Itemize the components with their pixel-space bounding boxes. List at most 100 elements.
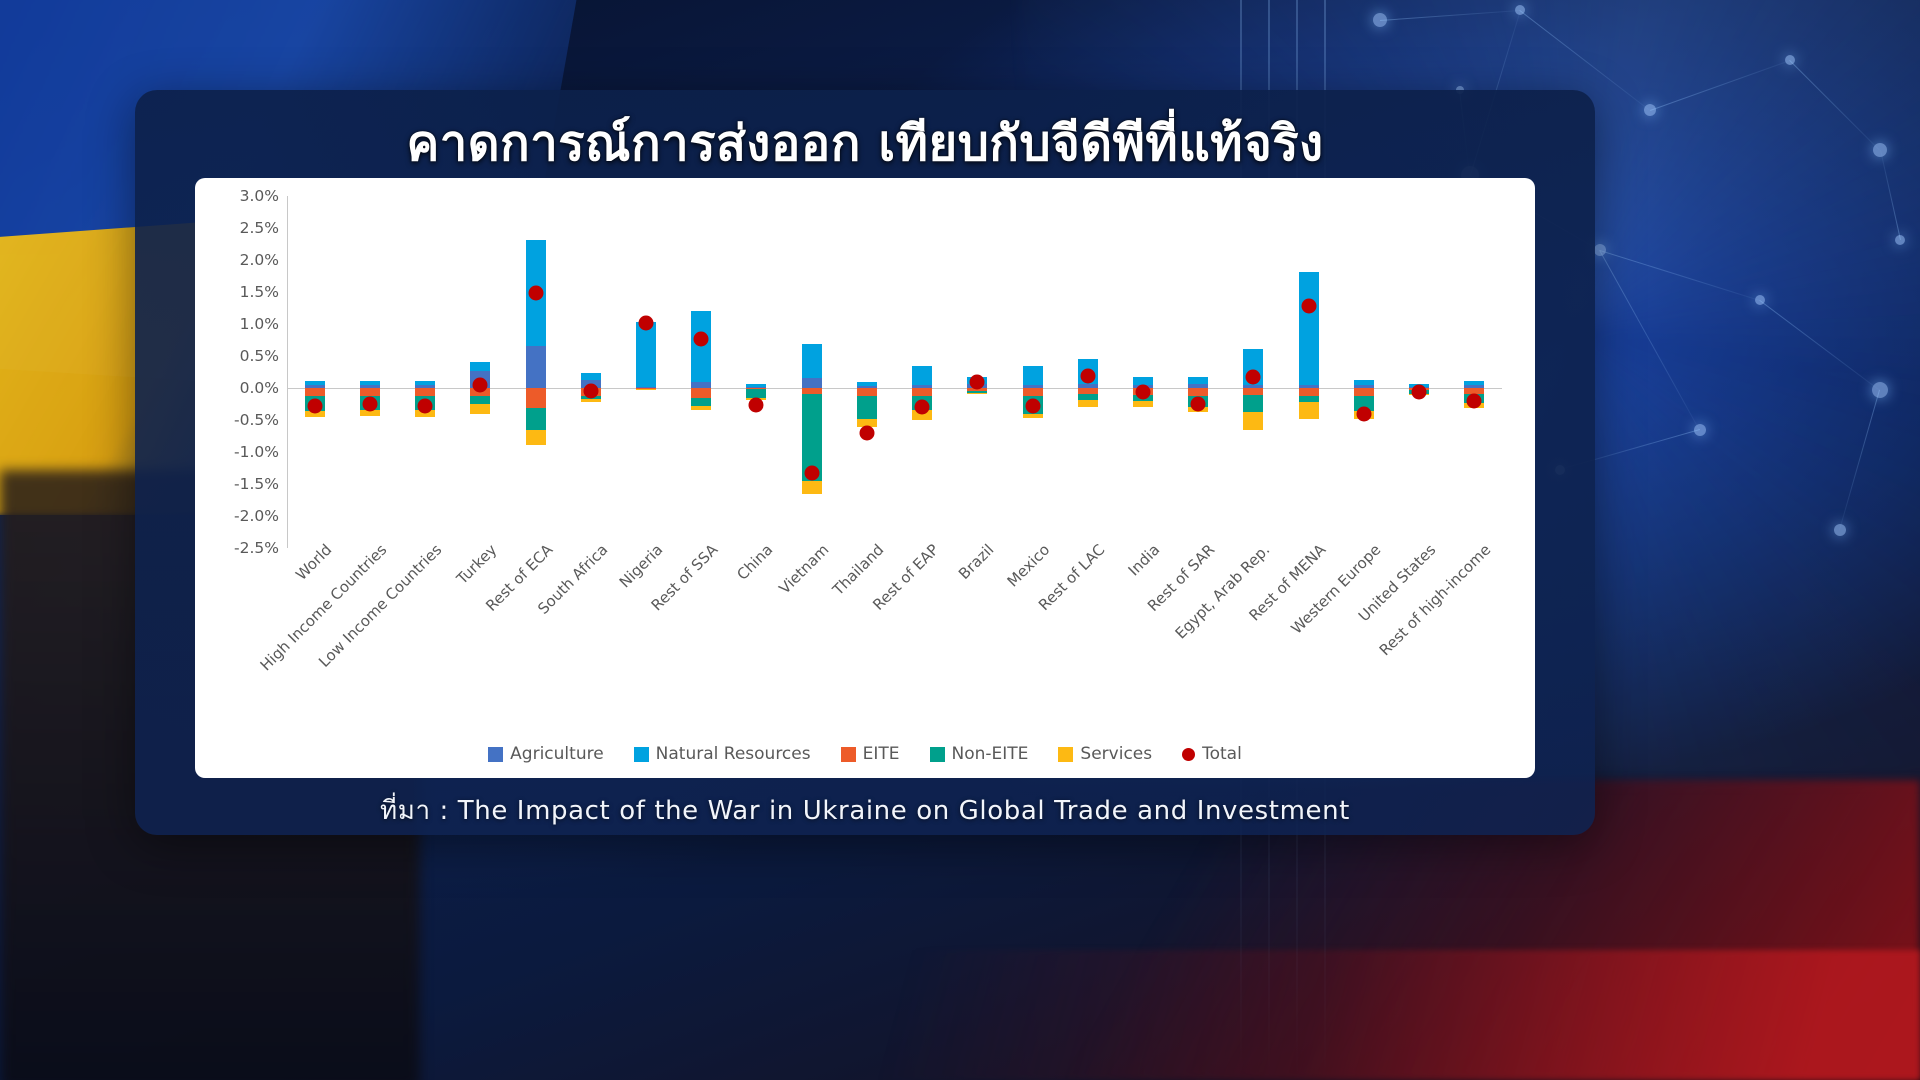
total-marker	[583, 383, 599, 399]
bar-segment-agriculture	[746, 386, 767, 388]
bar-stack	[1409, 196, 1430, 548]
network-node	[1515, 5, 1525, 15]
bar-stack	[580, 196, 601, 548]
y-axis-tick-labels: 3.0% 2.5% 2.0% 1.5% 1.0% 0.5% 0.0% -0.5% -1.0% -1…	[209, 178, 279, 778]
bar-segment-non-eite	[525, 408, 546, 430]
total-marker	[1190, 396, 1206, 412]
network-node	[1785, 55, 1795, 65]
bar-segment-services	[967, 393, 988, 395]
bar-stack	[359, 196, 380, 548]
bar-segment-eite	[359, 388, 380, 396]
total-marker	[1025, 398, 1041, 414]
total-marker	[362, 396, 378, 412]
bar-segment-agriculture	[856, 386, 877, 388]
bar-segment-services	[359, 409, 380, 416]
y-axis-tick: -0.5%	[234, 411, 279, 429]
network-node	[1755, 295, 1765, 305]
network-node	[1373, 13, 1387, 27]
legend-item[interactable]: Total	[1182, 744, 1242, 764]
legend-item[interactable]: Services	[1058, 744, 1152, 764]
legend-swatch-agriculture	[488, 746, 504, 762]
legend-swatch-services	[1058, 746, 1074, 762]
bar-segment-services	[304, 411, 325, 418]
legend-swatch-total	[1182, 747, 1196, 761]
bar-segment-non-eite	[1243, 395, 1264, 412]
bar-segment-services	[856, 418, 877, 428]
y-axis-tick: -1.0%	[234, 443, 279, 461]
bar-stack	[1464, 196, 1485, 548]
bar-segment-non-eite	[635, 388, 656, 390]
bar-segment-agriculture	[912, 384, 933, 388]
bar-stack	[1133, 196, 1154, 548]
total-marker	[914, 399, 930, 415]
bar-stack	[1353, 196, 1374, 548]
zero-baseline	[287, 388, 1502, 389]
network-node	[1644, 104, 1656, 116]
bar-segment-agriculture	[801, 377, 822, 388]
bar-segment-eite	[1298, 388, 1319, 396]
y-axis-tick: -1.5%	[234, 475, 279, 493]
total-marker	[1411, 384, 1427, 400]
legend-label: Non-EITE	[951, 744, 1029, 764]
bar-segment-eite	[912, 388, 933, 396]
legend-label: Agriculture	[510, 744, 604, 764]
total-marker	[638, 315, 654, 331]
bar-segment-non-eite	[967, 390, 988, 394]
bar-segment-services	[1243, 411, 1264, 430]
bar-segment-eite	[304, 388, 325, 397]
bar-segment-natural-resources	[912, 366, 933, 385]
legend-swatch-non-eite	[929, 746, 945, 762]
legend-item[interactable]: Agriculture	[488, 744, 604, 764]
bar-segment-non-eite	[1077, 393, 1098, 400]
total-marker	[748, 397, 764, 413]
bar-segment-natural-resources	[304, 380, 325, 386]
y-axis-tick: 1.5%	[239, 283, 279, 301]
y-axis-tick: -2.5%	[234, 539, 279, 557]
bar-segment-services	[912, 409, 933, 420]
legend-item[interactable]: EITE	[840, 744, 900, 764]
bar-segment-natural-resources	[801, 343, 822, 378]
bar-segment-non-eite	[1298, 395, 1319, 403]
network-node	[1873, 143, 1887, 157]
bar-stack	[967, 196, 988, 548]
bar-segment-natural-resources	[1464, 380, 1485, 386]
bar-stack	[801, 196, 822, 548]
bar-stack	[856, 196, 877, 548]
bar-stack	[525, 196, 546, 548]
total-marker	[528, 285, 544, 301]
bar-segment-agriculture	[525, 345, 546, 388]
bar-segment-non-eite	[801, 393, 822, 482]
total-marker	[1301, 298, 1317, 314]
bar-segment-agriculture	[691, 381, 712, 388]
bar-segment-eite	[1077, 388, 1098, 394]
total-marker	[1245, 369, 1261, 385]
page-title: คาดการณ์การส่งออก เทียบกับจีดีพีที่แท้จร…	[406, 115, 1324, 172]
bar-segment-eite	[415, 388, 436, 397]
bar-segment-natural-resources	[1188, 377, 1209, 385]
legend-item[interactable]: Non-EITE	[929, 744, 1029, 764]
bar-stack	[746, 196, 767, 548]
bar-segment-agriculture	[635, 387, 656, 389]
bar-stack	[304, 196, 325, 548]
network-node	[1834, 524, 1846, 536]
total-marker	[859, 425, 875, 441]
total-marker	[1466, 393, 1482, 409]
bar-segment-agriculture	[1464, 385, 1485, 388]
legend-item[interactable]: Natural Resources	[633, 744, 811, 764]
bar-segment-eite	[856, 388, 877, 397]
bar-segment-natural-resources	[1298, 271, 1319, 385]
bar-stack	[1188, 196, 1209, 548]
network-node	[1594, 244, 1606, 256]
bar-segment-services	[415, 410, 436, 417]
legend-swatch-eite	[840, 746, 856, 762]
bar-segment-natural-resources	[580, 372, 601, 381]
bar-segment-natural-resources	[359, 380, 380, 386]
y-axis-tick: 1.0%	[239, 315, 279, 333]
bar-segment-natural-resources	[415, 380, 436, 385]
bar-segment-natural-resources	[691, 311, 712, 382]
chart-plot-area	[287, 196, 1502, 548]
y-axis-tick: 0.5%	[239, 347, 279, 365]
chart-legend: Agriculture Natural Resources EITE Non-EITE…	[195, 744, 1535, 764]
bar-segment-eite	[1188, 388, 1209, 396]
bar-stack	[1298, 196, 1319, 548]
